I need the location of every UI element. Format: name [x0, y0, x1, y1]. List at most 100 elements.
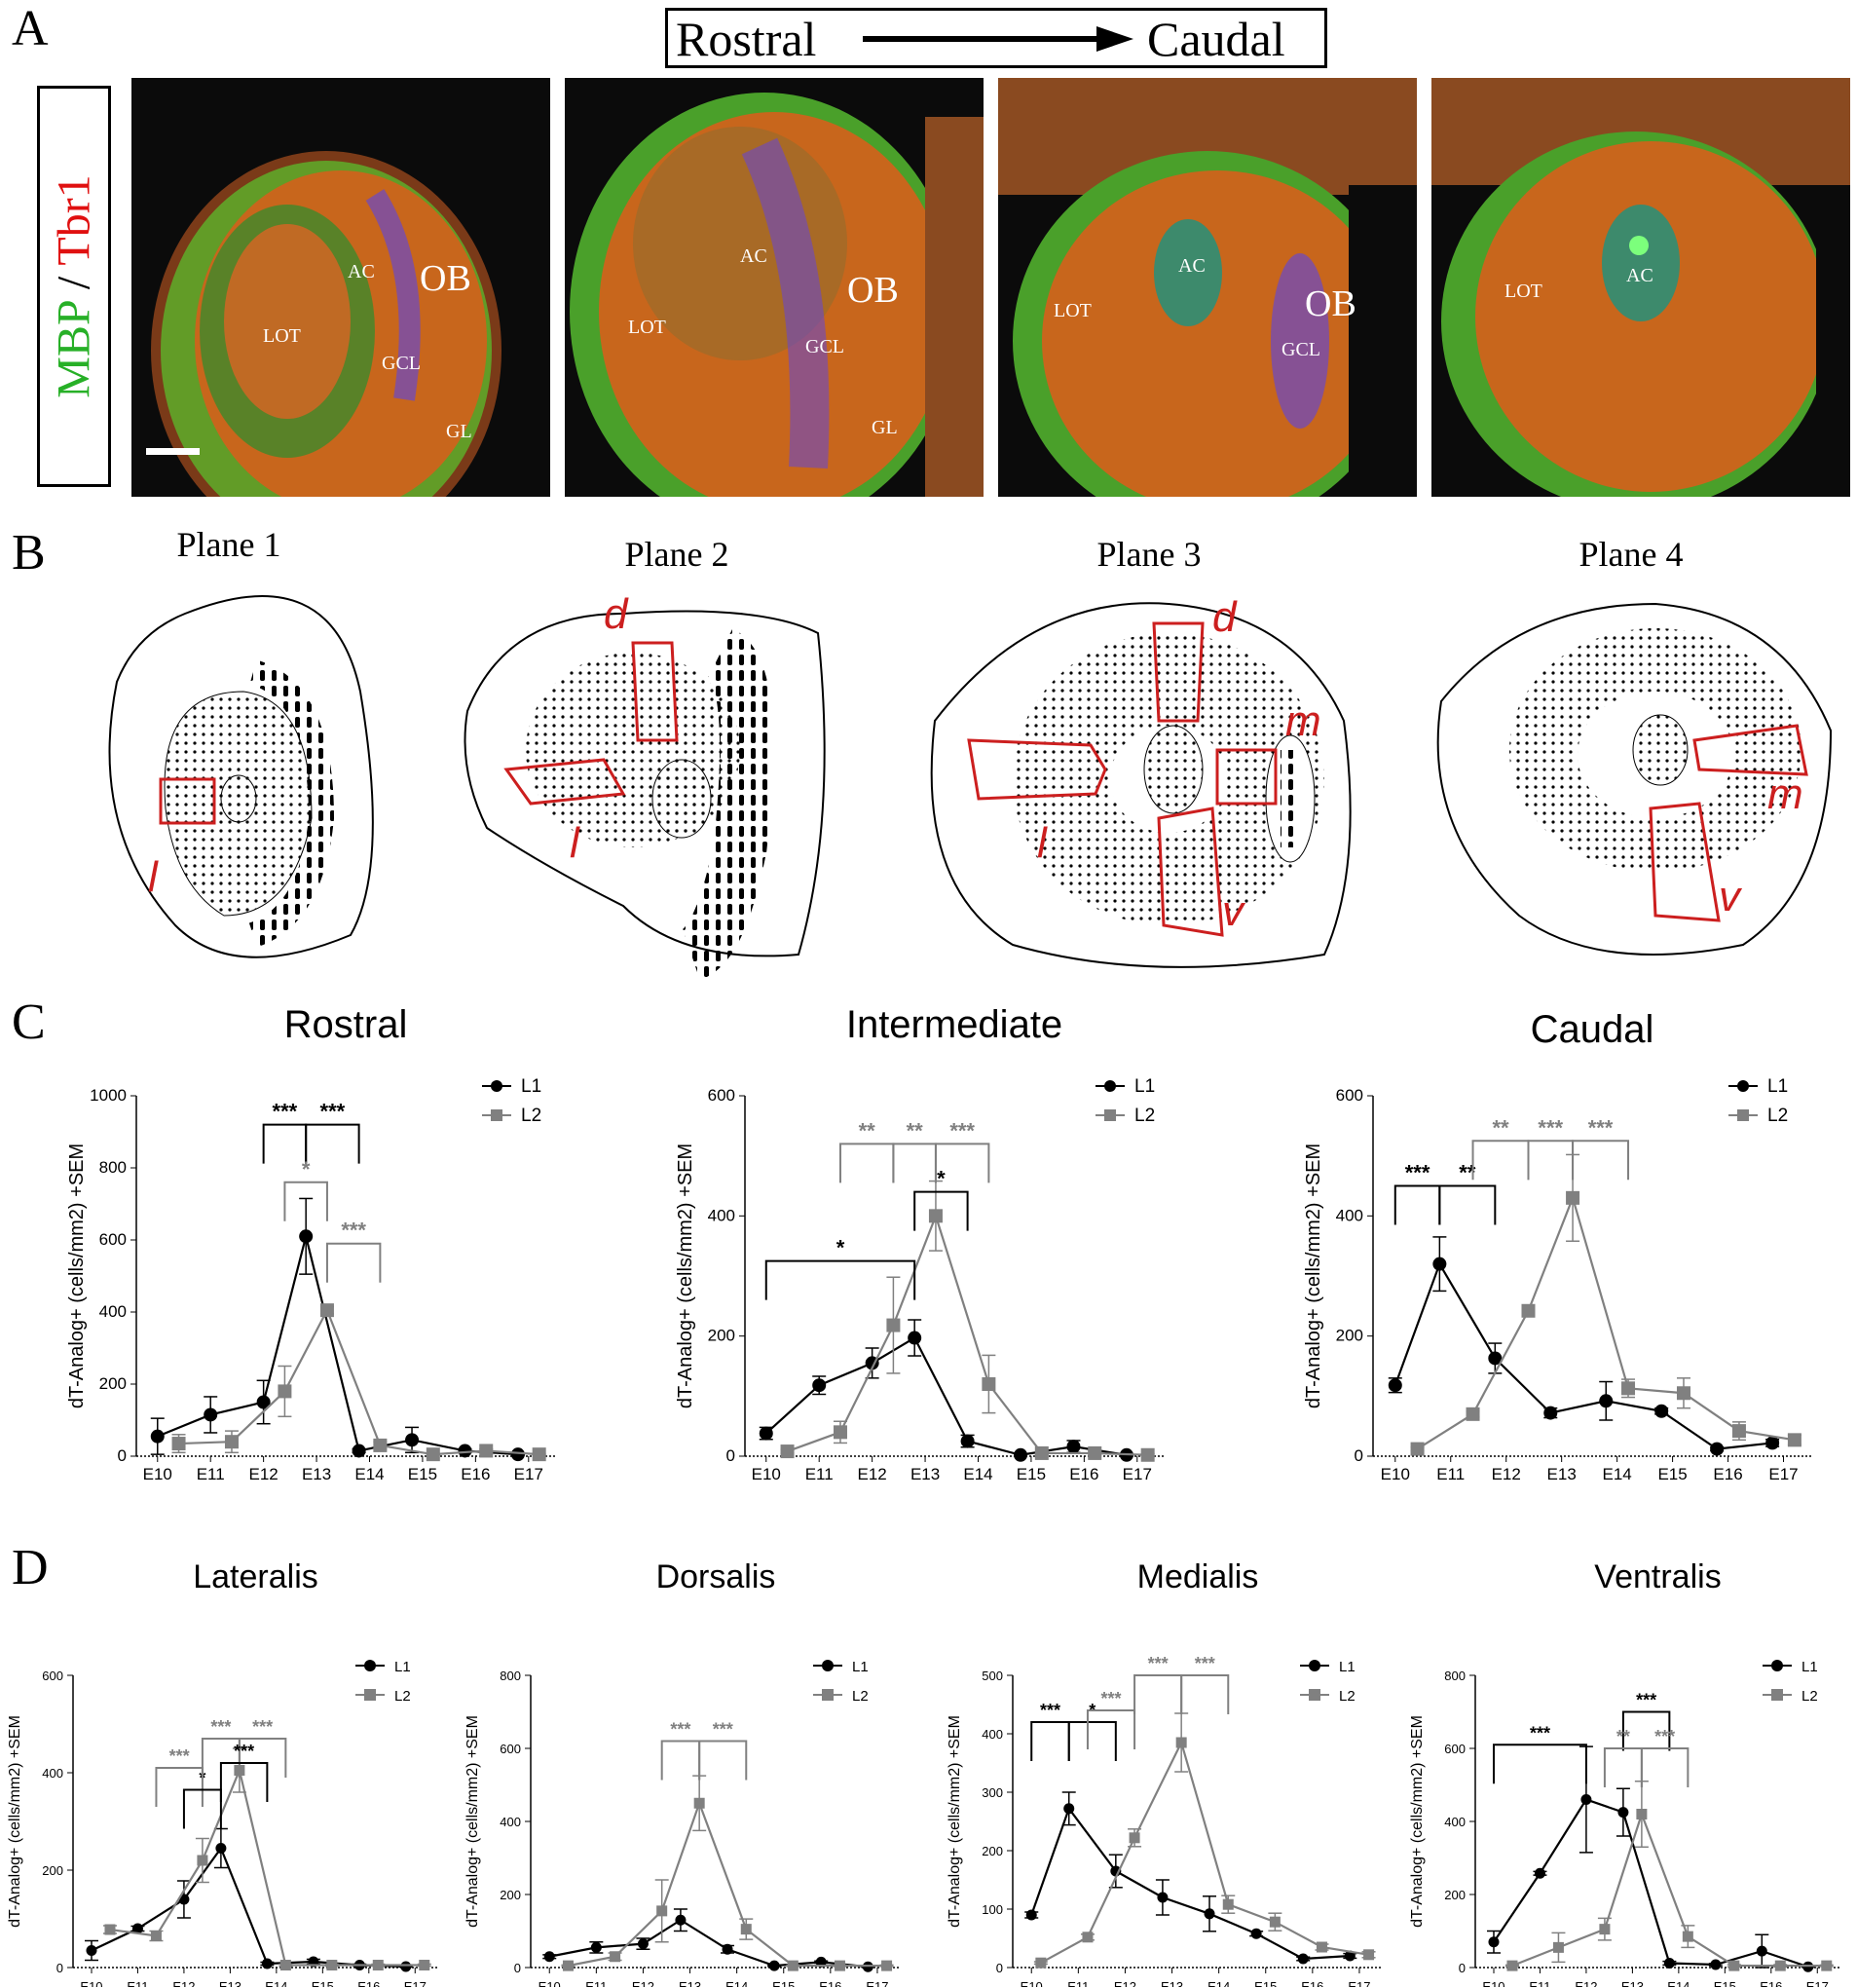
series-line-L1 [765, 1335, 1128, 1456]
data-point-L1 [215, 1843, 227, 1854]
micrograph-3: AC LOT OB GCL [998, 78, 1417, 497]
significance-bracket [1133, 1674, 1183, 1714]
x-tick-label: E14 [1667, 1979, 1690, 1987]
data-point-L2 [1129, 1832, 1140, 1844]
x-tick-label: E10 [752, 1465, 781, 1483]
data-point-L2 [562, 1960, 574, 1971]
legend-label: L1 [1134, 1076, 1155, 1097]
data-point-L1 [812, 1378, 827, 1393]
legend-marker [491, 1080, 502, 1092]
x-tick-label: E12 [632, 1979, 654, 1987]
x-tick-label: E10 [1021, 1979, 1043, 1987]
x-tick-label: E13 [219, 1979, 241, 1987]
data-point-L2 [1521, 1303, 1536, 1318]
significance-bracket [1527, 1140, 1575, 1181]
caudal-label: Caudal [1147, 12, 1285, 66]
significance-label: ** [907, 1118, 924, 1143]
data-point-L1 [1250, 1928, 1262, 1939]
significance-label: *** [1101, 1689, 1122, 1708]
plane-3-title: Plane 3 [1096, 535, 1202, 574]
y-tick-label: 400 [708, 1206, 735, 1224]
significance-bracket [1621, 1710, 1671, 1751]
significance-label: *** [1195, 1654, 1215, 1673]
y-tick-label: 200 [1336, 1327, 1363, 1345]
data-point-L1 [261, 1958, 273, 1969]
data-point-L2 [787, 1960, 799, 1971]
y-tick-label: 0 [118, 1446, 127, 1465]
significance-label: * [937, 1167, 946, 1191]
data-point-L2 [104, 1924, 116, 1935]
x-tick-label: E17 [1348, 1979, 1370, 1987]
chart-caudal: Caudal 0 200 400 600 E10 E11 E12 E13 E14 E15 E16 E17… [1303, 1008, 1811, 1483]
mbp-label: MBP [48, 301, 100, 398]
x-tick-label: E15 [408, 1465, 437, 1483]
data-point-L2 [278, 1384, 292, 1399]
data-point-L1 [637, 1938, 649, 1950]
chart-ventralis: Ventralis 0 200 400 600 800 E10 E11 E12 E13 E14 E15… [1409, 1558, 1840, 1987]
y-tick-label: 400 [42, 1766, 63, 1781]
series-line-L1 [549, 1918, 869, 1969]
data-point-L1 [1388, 1378, 1402, 1393]
significance-label: *** [1148, 1654, 1169, 1673]
data-point-L2 [1821, 1960, 1833, 1971]
chart-title: Caudal [1531, 1008, 1654, 1051]
y-tick-label: 200 [500, 1888, 521, 1902]
data-point-L2 [1676, 1386, 1690, 1401]
significance-bracket [1393, 1184, 1441, 1225]
x-tick-label: E17 [1768, 1465, 1798, 1483]
micro2-ac: AC [740, 245, 767, 267]
x-tick-label: E13 [302, 1465, 331, 1483]
y-tick-label: 0 [514, 1961, 521, 1975]
data-point-L1 [862, 1961, 873, 1972]
y-tick-label: 0 [1459, 1961, 1466, 1975]
legend-marker [1104, 1109, 1116, 1121]
data-point-L2 [171, 1437, 186, 1451]
micro2-ob: OB [847, 270, 899, 311]
legend-label: L2 [394, 1688, 411, 1705]
legend-marker [1309, 1660, 1320, 1671]
data-point-L2 [1140, 1447, 1155, 1462]
series-line-L2 [1511, 1811, 1827, 1968]
x-tick-label: E15 [1714, 1979, 1736, 1987]
significance-label: *** [1405, 1161, 1430, 1185]
chart-intermediate: Intermediate 0 200 400 600 E10 E11 E12 E13 E14 E15… [675, 1003, 1164, 1483]
plane-4-diagram [1436, 602, 1833, 956]
significance-label: ** [1492, 1115, 1509, 1140]
data-point-L1 [1488, 1351, 1503, 1366]
significance-bracket [1572, 1140, 1630, 1181]
y-tick-label: 600 [42, 1669, 63, 1683]
legend-label: L2 [1767, 1106, 1788, 1126]
y-tick-label: 200 [42, 1863, 63, 1878]
x-tick-label: E15 [1017, 1465, 1046, 1483]
x-tick-label: E11 [805, 1465, 834, 1483]
x-tick-label: E14 [265, 1979, 287, 1987]
y-tick-label: 0 [726, 1446, 735, 1465]
data-point-L1 [908, 1331, 922, 1345]
data-point-L2 [532, 1447, 546, 1462]
y-tick-label: 400 [99, 1302, 127, 1321]
data-point-L2 [1682, 1931, 1693, 1942]
y-axis-label: dT-Analog+ (cells/mm2) +SEM [7, 1715, 23, 1928]
data-point-L1 [1663, 1958, 1675, 1969]
plane-diagrams: l d l d m l v m v [108, 590, 1833, 981]
chart-title: Medialis [1137, 1558, 1259, 1595]
stain-slash: / [48, 265, 100, 302]
panel-label-c: C [12, 994, 46, 1050]
x-tick-label: E16 [1069, 1465, 1098, 1483]
stain-legend-box: MBP / Tbr1 [37, 86, 111, 487]
data-point-L1 [759, 1426, 773, 1441]
data-point-L1 [1063, 1803, 1075, 1815]
x-tick-label: E11 [585, 1979, 607, 1987]
svg-text:m: m [1285, 697, 1321, 745]
data-point-L1 [1157, 1892, 1169, 1903]
significance-label: *** [169, 1746, 190, 1766]
data-point-L2 [610, 1951, 621, 1963]
y-tick-label: 600 [708, 1086, 735, 1105]
svg-text:d: d [1212, 593, 1238, 641]
data-point-L1 [1617, 1807, 1629, 1819]
x-tick-label: E13 [910, 1465, 940, 1483]
legend-marker [491, 1109, 502, 1121]
significance-bracket [1492, 1744, 1587, 1784]
y-tick-label: 400 [1336, 1206, 1363, 1224]
series-line-L2 [568, 1800, 887, 1968]
